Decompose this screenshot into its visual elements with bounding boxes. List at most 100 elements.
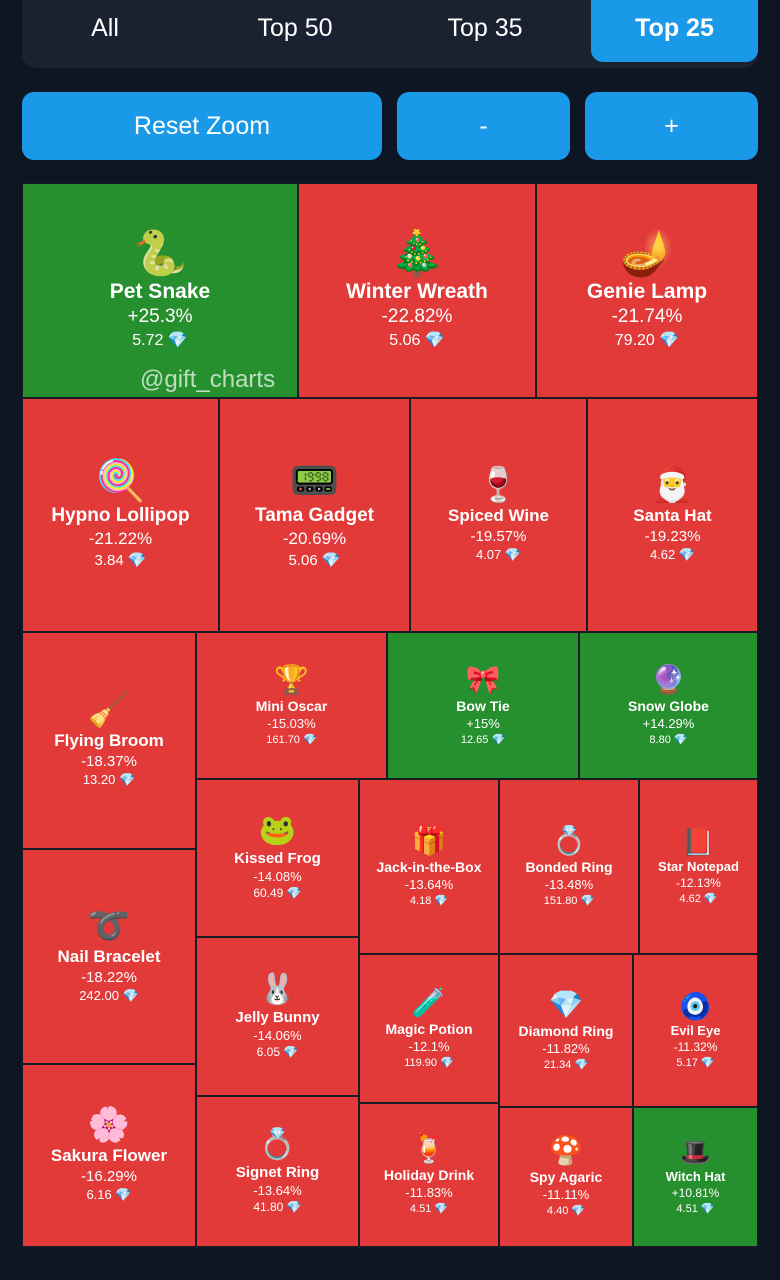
gem-icon: 💎 (700, 1056, 715, 1069)
tab-top-35[interactable]: Top 35 (447, 14, 523, 42)
tile-change: -16.29% (81, 1168, 137, 1185)
tile-change: -22.82% (381, 305, 453, 327)
tile-hypno-lollipop[interactable]: 🍭 Hypno Lollipop -21.22% 3.84 💎 (22, 398, 219, 632)
tile-flying-broom[interactable]: 🧹 Flying Broom -18.37% 13.20 💎 (22, 632, 196, 849)
tile-change: -12.13% (676, 875, 721, 890)
tile-price: 4.62 (679, 892, 701, 905)
tile-price-row: 4.07 💎 (476, 547, 521, 563)
tile-price: 4.62 (649, 546, 676, 562)
tile-price: 119.90 (404, 1056, 438, 1069)
tile-name: Santa Hat (633, 505, 712, 525)
tile-kissed-frog[interactable]: 🐸 Kissed Frog -14.08% 60.49 💎 (196, 779, 359, 937)
evil-eye-icon: 🧿 (679, 990, 712, 1021)
tile-nail-bracelet[interactable]: ➰ Nail Bracelet -18.22% 242.00 💎 (22, 849, 196, 1064)
tile-spy-agaric[interactable]: 🍄 Spy Agaric -11.11% 4.40 💎 (499, 1107, 633, 1247)
tile-price: 5.17 (676, 1056, 698, 1069)
tile-magic-potion[interactable]: 🧪 Magic Potion -12.1% 119.90 💎 (359, 954, 499, 1103)
tile-change: -12.1% (408, 1038, 450, 1054)
gem-icon: 💎 (678, 546, 696, 562)
tile-price: 3.84 (94, 552, 124, 569)
tile-price-row: 8.80 💎 (649, 733, 687, 746)
signet-ring-icon: 💍 (258, 1127, 297, 1161)
tile-price-row: 21.34 💎 (544, 1058, 588, 1071)
tile-price: 4.07 (475, 546, 502, 562)
tile-sakura-flower[interactable]: 🌸 Sakura Flower -16.29% 6.16 💎 (22, 1064, 196, 1247)
tile-price-row: 5.72 💎 (132, 330, 188, 350)
tile-price-row: 4.51 💎 (410, 1202, 448, 1215)
tile-change: -11.11% (542, 1187, 590, 1202)
tile-change: -13.64% (253, 1182, 302, 1198)
tile-price-row: 4.62 💎 (650, 547, 695, 563)
snake-icon: 🐍 (132, 228, 188, 278)
lollipop-icon: 🍭 (95, 459, 146, 503)
wreath-icon: 🎄 (389, 228, 445, 278)
tile-change: -20.69% (282, 529, 347, 548)
tile-name: Jelly Bunny (235, 1008, 320, 1026)
tile-change: -18.37% (81, 753, 137, 770)
tile-price: 5.06 (389, 331, 421, 349)
tile-price: 4.51 (409, 1203, 432, 1215)
tile-change: -13.64% (404, 876, 454, 892)
tile-price-row: 4.51 💎 (676, 1202, 714, 1215)
tile-winter-wreath[interactable]: 🎄 Winter Wreath -22.82% 5.06 💎 (298, 183, 536, 398)
tile-bow-tie[interactable]: 🎀 Bow Tie +15% 12.65 💎 (387, 632, 579, 779)
gem-icon: 💎 (321, 552, 341, 569)
tile-name: Nail Bracelet (57, 947, 161, 966)
tile-witch-hat[interactable]: 🎩 Witch Hat +10.81% 4.51 💎 (633, 1107, 758, 1247)
gem-icon: 💎 (424, 331, 445, 349)
gem-icon: 💎 (286, 886, 302, 900)
tile-signet-ring[interactable]: 💍 Signet Ring -13.64% 41.80 💎 (196, 1096, 359, 1247)
tile-change: -19.23% (644, 527, 701, 545)
tile-genie-lamp[interactable]: 🪔 Genie Lamp -21.74% 79.20 💎 (536, 183, 758, 398)
gem-icon: 💎 (580, 894, 595, 907)
tile-santa-hat[interactable]: 🎅 Santa Hat -19.23% 4.62 💎 (587, 398, 758, 632)
tile-evil-eye[interactable]: 🧿 Evil Eye -11.32% 5.17 💎 (633, 954, 758, 1107)
tile-snow-globe[interactable]: 🔮 Snow Globe +14.29% 8.80 💎 (579, 632, 758, 779)
gem-icon: 💎 (115, 1187, 132, 1202)
gem-icon: 💎 (659, 331, 680, 349)
reset-zoom-button[interactable]: Reset Zoom (22, 92, 382, 160)
tile-price: 60.49 (253, 886, 284, 900)
tile-change: +25.3% (127, 305, 193, 327)
gem-icon: 💎 (434, 1203, 449, 1215)
gem-icon: 💎 (440, 1056, 454, 1069)
tile-spiced-wine[interactable]: 🍷 Spiced Wine -19.57% 4.07 💎 (410, 398, 587, 632)
tile-pet-snake[interactable]: 🐍 Pet Snake +25.3% 5.72 💎 (22, 183, 298, 398)
zoom-in-button[interactable]: + (585, 92, 758, 160)
tile-tama-gadget[interactable]: 📟 Tama Gadget -20.69% 5.06 💎 (219, 398, 410, 632)
potion-icon: 🧪 (411, 986, 447, 1018)
bunny-icon: 🐰 (258, 972, 297, 1006)
tile-price-row: 151.80 💎 (544, 894, 594, 907)
tile-name: Genie Lamp (586, 279, 708, 303)
tile-mini-oscar[interactable]: 🏆 Mini Oscar -15.03% 161.70 💎 (196, 632, 387, 779)
tile-jack-in-the-box[interactable]: 🎁 Jack-in-the-Box -13.64% 4.18 💎 (359, 779, 499, 954)
tab-top-50[interactable]: Top 50 (257, 14, 333, 42)
tile-price: 161.70 (266, 733, 300, 746)
tile-name: Bonded Ring (525, 858, 613, 875)
gem-icon: 💎 (700, 1203, 715, 1215)
zoom-out-button[interactable]: - (397, 92, 570, 160)
tab-top-25[interactable]: Top 25 (591, 0, 758, 62)
tile-holiday-drink[interactable]: 🍹 Holiday Drink -11.83% 4.51 💎 (359, 1103, 499, 1247)
tile-bonded-ring[interactable]: 💍 Bonded Ring -13.48% 151.80 💎 (499, 779, 639, 954)
broom-icon: 🧹 (87, 691, 131, 729)
tile-jelly-bunny[interactable]: 🐰 Jelly Bunny -14.06% 6.05 💎 (196, 937, 359, 1096)
tile-price-row: 4.40 💎 (547, 1204, 585, 1217)
tile-name: Mini Oscar (255, 697, 328, 714)
bracelet-icon: ➰ (87, 907, 131, 945)
tab-all[interactable]: All (91, 14, 119, 42)
diamond-ring-icon: 💎 (548, 988, 584, 1020)
tile-change: -21.74% (611, 305, 683, 327)
ring-icon: 💍 (551, 824, 587, 856)
tile-name: Diamond Ring (518, 1022, 614, 1039)
mushroom-icon: 🍄 (548, 1135, 584, 1166)
gem-icon: 💎 (118, 772, 136, 787)
tile-change: -11.32% (673, 1039, 718, 1054)
sakura-icon: 🌸 (87, 1106, 131, 1144)
tile-star-notepad[interactable]: 📕 Star Notepad -12.13% 4.62 💎 (639, 779, 758, 954)
tile-name: Star Notepad (658, 858, 739, 874)
tile-change: -14.08% (253, 869, 302, 884)
tile-diamond-ring[interactable]: 💎 Diamond Ring -11.82% 21.34 💎 (499, 954, 633, 1107)
tile-price-row: 5.06 💎 (288, 551, 340, 569)
tile-name: Magic Potion (385, 1020, 473, 1037)
